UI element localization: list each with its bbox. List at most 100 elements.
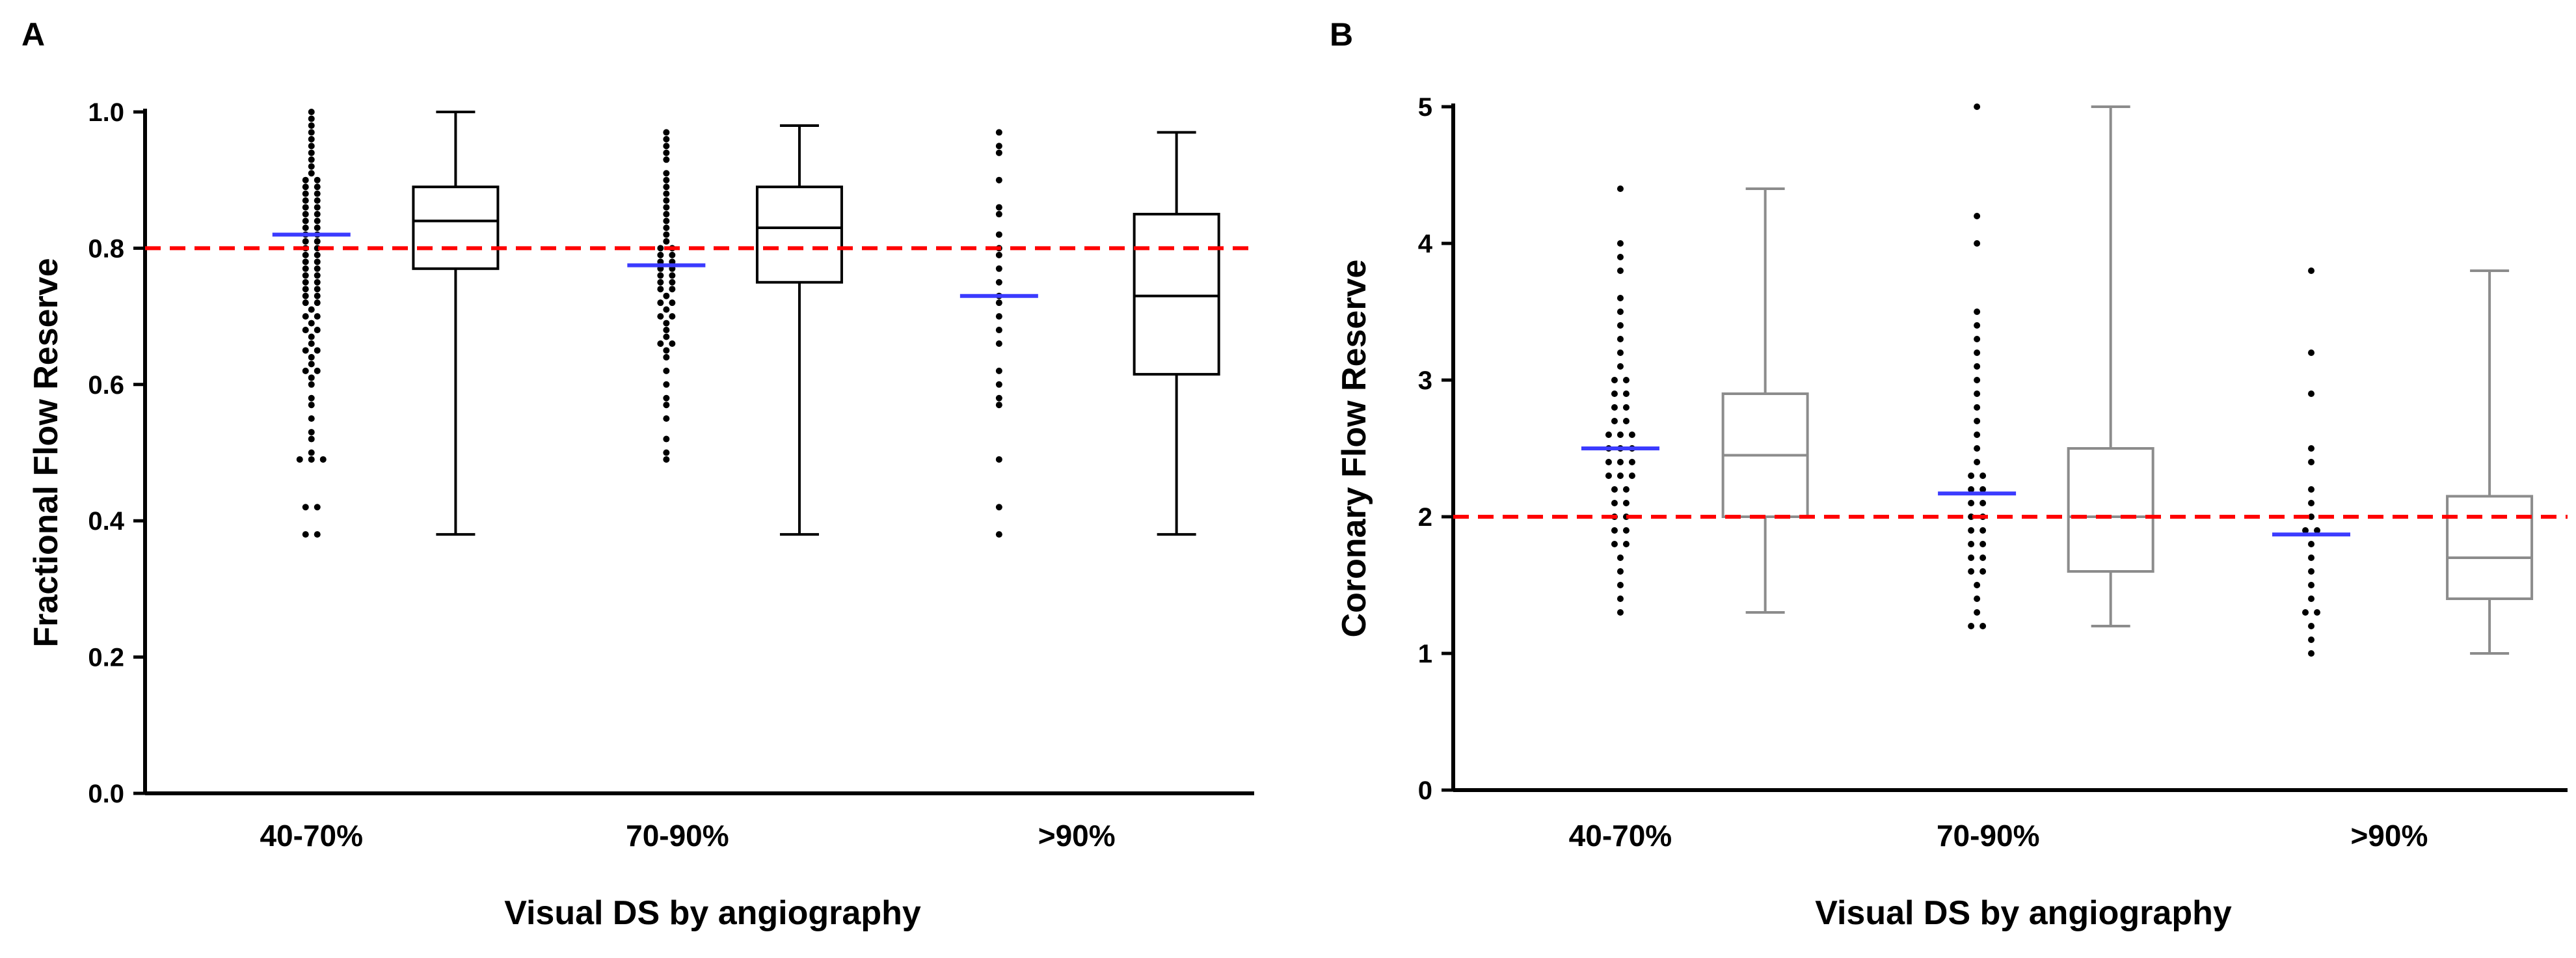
data-point xyxy=(308,435,315,443)
data-point xyxy=(663,217,670,225)
data-point xyxy=(1622,418,1630,424)
data-point xyxy=(314,299,321,307)
data-point xyxy=(1974,445,1981,452)
data-point xyxy=(2302,527,2309,534)
data-point xyxy=(995,231,1002,238)
data-point xyxy=(657,313,664,320)
data-point xyxy=(2308,486,2315,493)
data-point xyxy=(1979,623,1987,629)
data-point xyxy=(2308,445,2315,452)
data-point xyxy=(314,279,321,286)
data-point xyxy=(657,245,664,252)
y-tick-label: 0.2 xyxy=(88,644,124,672)
data-point xyxy=(1968,541,1975,547)
data-point xyxy=(995,251,1002,258)
data-point xyxy=(663,381,670,388)
panel-label: A xyxy=(21,16,45,53)
data-point xyxy=(308,333,315,340)
data-point xyxy=(2314,609,2321,616)
data-point xyxy=(1617,349,1624,356)
data-point xyxy=(302,286,309,293)
data-point xyxy=(663,156,670,163)
data-point xyxy=(1979,554,1987,561)
data-point xyxy=(302,224,309,231)
data-point xyxy=(995,381,1002,388)
box xyxy=(755,185,843,284)
data-point xyxy=(2308,623,2315,629)
data-point xyxy=(1974,322,1981,329)
data-point xyxy=(1617,609,1624,616)
data-point xyxy=(657,340,664,347)
data-point xyxy=(995,327,1002,334)
box xyxy=(2067,447,2154,573)
data-point xyxy=(657,251,664,258)
data-point xyxy=(1617,322,1624,329)
data-point xyxy=(669,299,676,307)
data-point xyxy=(1617,308,1624,315)
x-tick-label: 70-90% xyxy=(1937,819,2040,853)
data-point xyxy=(314,217,321,225)
data-point xyxy=(1974,431,1981,438)
data-point xyxy=(995,129,1002,136)
data-point xyxy=(995,143,1002,150)
data-point xyxy=(669,286,676,293)
data-point xyxy=(1605,472,1612,479)
data-point xyxy=(1617,431,1624,438)
box xyxy=(2446,495,2534,600)
data-point xyxy=(308,149,315,156)
data-point xyxy=(314,292,321,299)
y-axis-label: Fractional Flow Reserve xyxy=(27,258,65,647)
data-point xyxy=(308,320,315,327)
data-point xyxy=(308,143,315,150)
data-point xyxy=(308,449,315,456)
data-point xyxy=(1617,568,1624,575)
data-point xyxy=(314,258,321,266)
data-point xyxy=(1968,527,1975,534)
data-point xyxy=(1617,267,1624,274)
data-point xyxy=(1974,377,1981,383)
data-point xyxy=(669,340,676,347)
data-point xyxy=(669,251,676,258)
data-point xyxy=(1968,472,1975,479)
data-point xyxy=(1605,431,1612,438)
data-point xyxy=(314,204,321,211)
data-point xyxy=(663,435,670,443)
data-point xyxy=(1968,568,1975,575)
data-point xyxy=(663,320,670,327)
data-point xyxy=(657,279,664,286)
data-point xyxy=(995,211,1002,218)
data-point xyxy=(657,272,664,279)
data-point xyxy=(302,204,309,211)
data-point xyxy=(663,129,670,136)
data-point xyxy=(302,292,309,299)
data-point xyxy=(995,176,1002,184)
data-point xyxy=(1622,390,1630,397)
data-point xyxy=(319,456,327,463)
x-tick-label: 40-70% xyxy=(1569,819,1672,853)
data-point xyxy=(314,211,321,218)
data-point xyxy=(302,217,309,225)
data-point xyxy=(995,279,1002,286)
data-point xyxy=(1968,500,1975,506)
data-point xyxy=(1617,240,1624,247)
data-point xyxy=(1617,554,1624,561)
data-point xyxy=(314,504,321,511)
data-point xyxy=(1617,472,1624,479)
y-tick-label: 0.4 xyxy=(88,507,124,536)
data-point xyxy=(1611,418,1618,424)
data-point xyxy=(2308,513,2315,520)
y-tick-label: 0 xyxy=(1418,776,1432,805)
data-point xyxy=(302,531,309,538)
data-point xyxy=(995,340,1002,347)
data-point xyxy=(1622,486,1630,493)
data-point xyxy=(1622,404,1630,411)
data-point xyxy=(1974,404,1981,411)
data-point xyxy=(1974,336,1981,342)
data-point xyxy=(663,143,670,150)
data-point xyxy=(1617,595,1624,602)
data-point xyxy=(2308,459,2315,465)
data-point xyxy=(1617,363,1624,370)
data-point xyxy=(995,299,1002,307)
data-point xyxy=(308,170,315,177)
